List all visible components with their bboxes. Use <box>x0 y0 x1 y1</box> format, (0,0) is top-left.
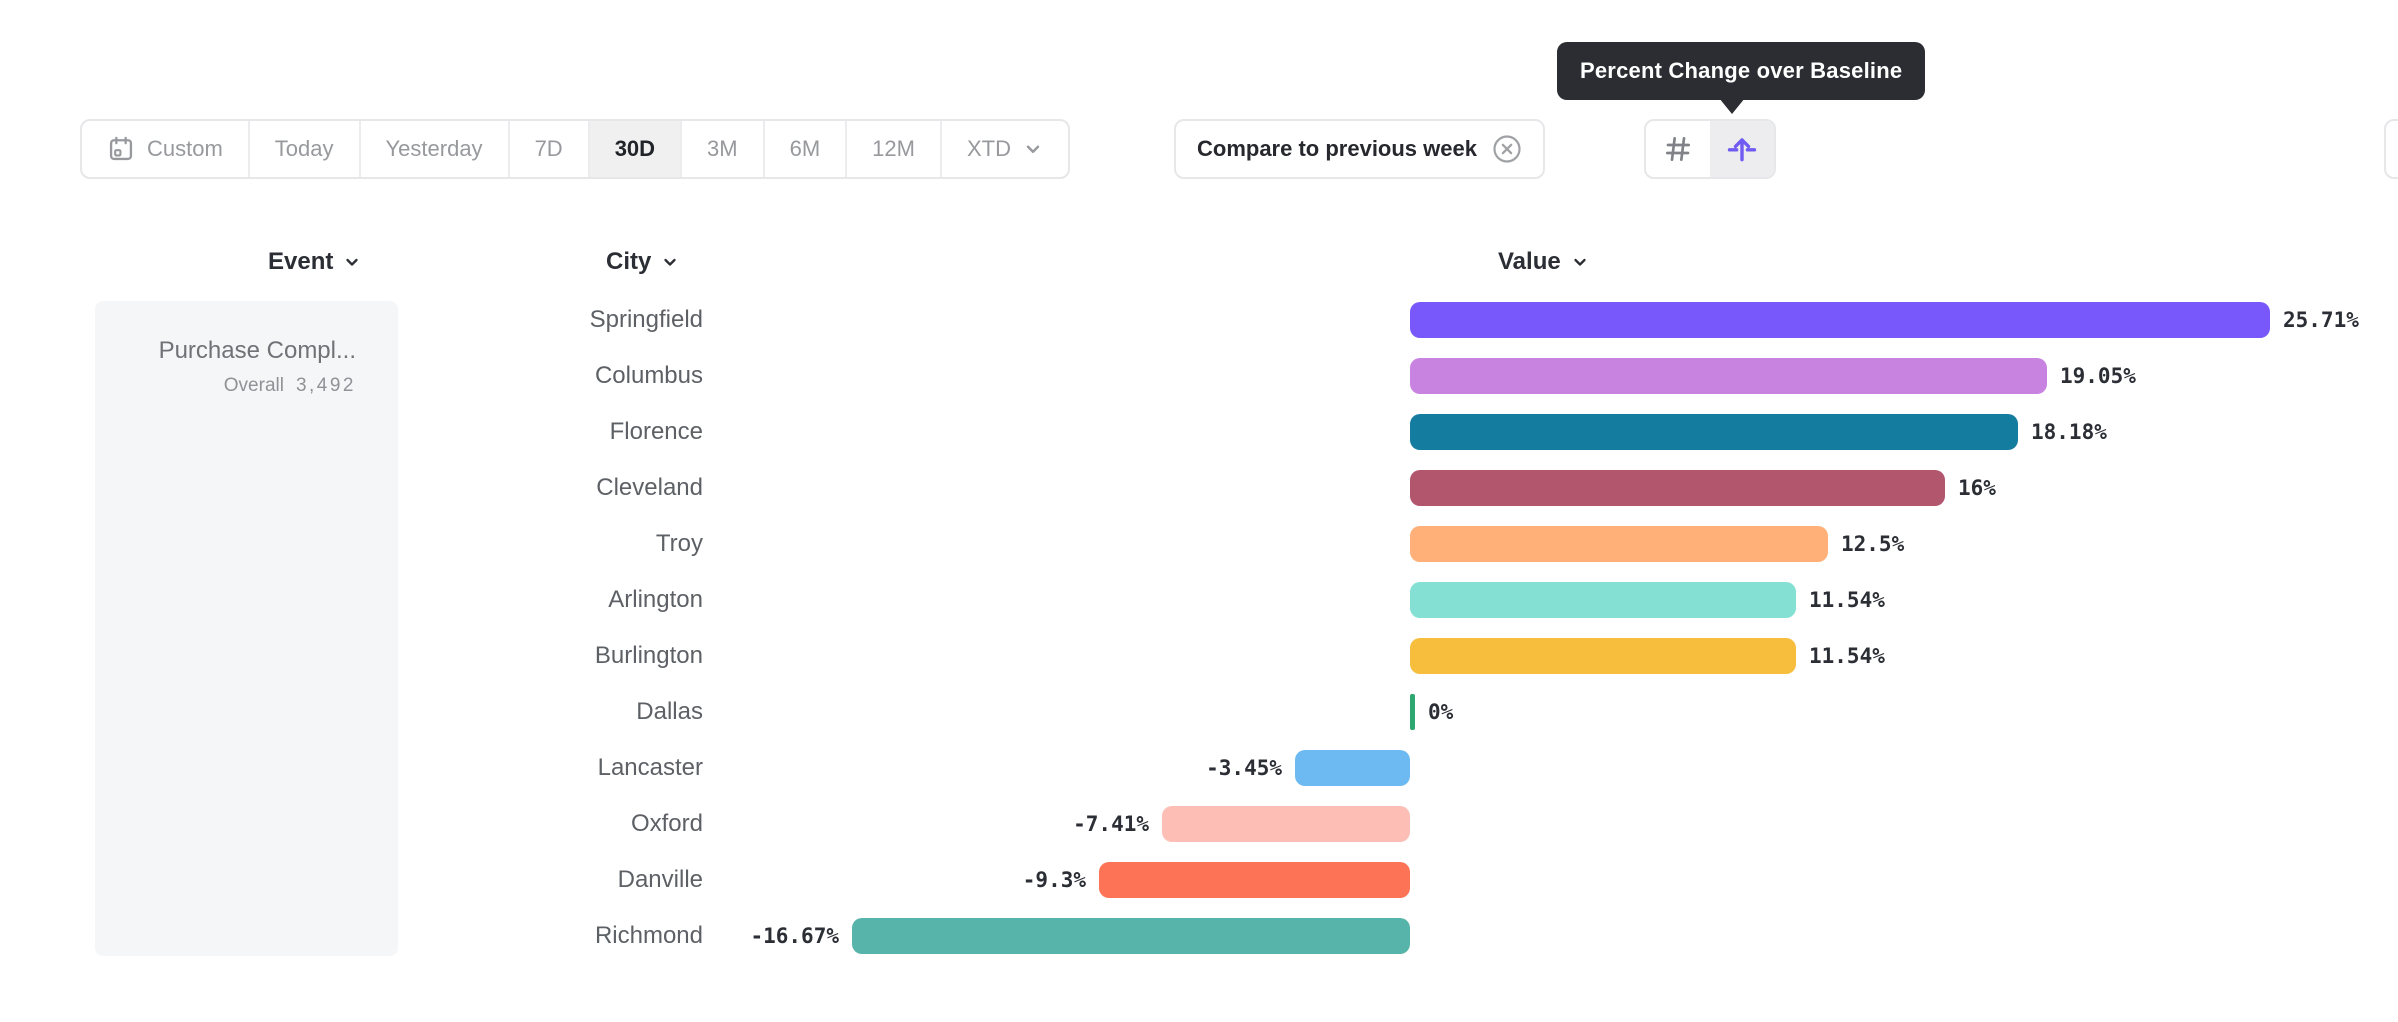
chevron-down-icon <box>664 258 676 266</box>
date-range-label: Custom <box>147 136 223 161</box>
bar-troy[interactable] <box>1410 526 1828 562</box>
value-label: 25.71% <box>2283 308 2359 332</box>
chevron-down-icon <box>1574 258 1586 266</box>
date-range-label: Yesterday <box>385 136 483 161</box>
bar-cleveland[interactable] <box>1410 470 1945 506</box>
value-label: 19.05% <box>2060 364 2136 388</box>
event-overall-label: Overall <box>223 375 284 396</box>
percent-change-baseline-toggle[interactable] <box>1710 121 1774 177</box>
date-range-30d[interactable]: 30D <box>589 121 683 177</box>
value-column-header[interactable]: Value <box>1498 246 1589 278</box>
percent-change-tooltip: Percent Change over Baseline <box>1557 42 1926 100</box>
grid-toggle[interactable] <box>1646 121 1710 177</box>
event-card[interactable]: Purchase Compl... Overall 3,492 <box>95 301 398 956</box>
event-column-header[interactable]: Event <box>268 246 361 278</box>
chart-view-toggle-group <box>1644 119 1776 179</box>
date-range-picker: Custom Today Yesterday 7D 30D 3M 6M 12M XTD <box>80 119 1070 179</box>
bar-lancaster[interactable] <box>1295 750 1410 786</box>
date-range-label: 12M <box>872 136 915 161</box>
chevron-down-icon <box>1026 145 1040 153</box>
date-range-label: XTD <box>966 136 1011 161</box>
chart-row-springfield: Springfield 25.71% <box>0 292 2398 348</box>
bar-dallas[interactable] <box>1410 694 1415 730</box>
bar-richmond[interactable] <box>852 918 1410 954</box>
clipped-edge-button[interactable] <box>2384 119 2398 179</box>
compare-chip[interactable]: Compare to previous week <box>1174 119 1545 179</box>
chart-row-danville: Danville -9.3% <box>0 852 2398 908</box>
bar-burlington[interactable] <box>1410 638 1796 674</box>
date-range-12m[interactable]: 12M <box>847 121 942 177</box>
hash-icon <box>1666 137 1690 161</box>
date-range-label: 7D <box>534 136 563 161</box>
chart-row-arlington: Arlington 11.54% <box>0 572 2398 628</box>
chart-row-florence: Florence 18.18% <box>0 404 2398 460</box>
tooltip-caret <box>1719 98 1745 114</box>
chart-row-lancaster: Lancaster -3.45% <box>0 740 2398 796</box>
city-label: Danville <box>617 866 703 893</box>
date-range-label: 6M <box>789 136 821 161</box>
value-label: 16% <box>1958 476 1996 500</box>
value-label: 12.5% <box>1841 532 1905 556</box>
event-overall-value: 3,492 <box>295 375 356 396</box>
tooltip-text: Percent Change over Baseline <box>1580 58 1903 83</box>
city-label: Lancaster <box>597 754 703 781</box>
value-column-label: Value <box>1498 248 1561 275</box>
city-label: Troy <box>655 530 703 557</box>
value-label: -9.3% <box>1022 868 1086 892</box>
city-label: Florence <box>609 418 703 445</box>
city-column-label: City <box>606 248 652 275</box>
event-name: Purchase Compl... <box>158 337 356 364</box>
chart-row-cleveland: Cleveland 16% <box>0 460 2398 516</box>
value-label: -7.41% <box>1073 812 1149 836</box>
date-range-7d[interactable]: 7D <box>510 121 590 177</box>
event-overall-row: Overall 3,492 <box>113 375 356 397</box>
chart-row-oxford: Oxford -7.41% <box>0 796 2398 852</box>
city-label: Cleveland <box>596 474 703 501</box>
city-label: Dallas <box>636 698 703 725</box>
date-range-yesterday[interactable]: Yesterday <box>361 121 510 177</box>
bar-columbus[interactable] <box>1410 358 2047 394</box>
bar-danville[interactable] <box>1099 862 1410 898</box>
date-range-label: Today <box>274 136 334 161</box>
date-range-label: 30D <box>614 136 656 161</box>
bar-oxford[interactable] <box>1162 806 1410 842</box>
value-label: 18.18% <box>2031 420 2107 444</box>
date-range-custom[interactable]: Custom <box>82 121 250 177</box>
value-label: 11.54% <box>1809 644 1885 668</box>
city-label: Burlington <box>594 642 703 669</box>
city-label: Richmond <box>594 922 703 949</box>
chart-row-troy: Troy 12.5% <box>0 516 2398 572</box>
city-label: Arlington <box>608 586 703 613</box>
compare-chip-label: Compare to previous week <box>1197 136 1477 161</box>
value-label: 0% <box>1428 700 1454 724</box>
bar-florence[interactable] <box>1410 414 2018 450</box>
bar-arlington[interactable] <box>1410 582 1796 618</box>
value-label: 11.54% <box>1809 588 1885 612</box>
city-label: Springfield <box>589 306 703 333</box>
date-range-xtd[interactable]: XTD <box>942 121 1068 177</box>
city-column-header[interactable]: City <box>606 246 679 278</box>
remove-compare-icon[interactable] <box>1492 134 1522 164</box>
city-label: Oxford <box>630 810 703 837</box>
chevron-down-icon <box>346 258 359 266</box>
chart-row-richmond: Richmond -16.67% <box>0 908 2398 964</box>
chart-row-columbus: Columbus 19.05% <box>0 348 2398 404</box>
value-label: -16.67% <box>750 924 839 948</box>
date-range-today[interactable]: Today <box>250 121 361 177</box>
date-range-label: 3M <box>707 136 738 161</box>
bar-springfield[interactable] <box>1410 302 2270 338</box>
chart-row-dallas: Dallas 0% <box>0 684 2398 740</box>
chart-row-burlington: Burlington 11.54% <box>0 628 2398 684</box>
date-range-3m[interactable]: 3M <box>682 121 765 177</box>
date-range-6m[interactable]: 6M <box>765 121 848 177</box>
city-label: Columbus <box>594 362 703 389</box>
event-column-label: Event <box>268 248 334 275</box>
calendar-icon <box>109 136 133 161</box>
value-label: -3.45% <box>1206 756 1282 780</box>
baseline-arrow-icon <box>1727 138 1757 162</box>
